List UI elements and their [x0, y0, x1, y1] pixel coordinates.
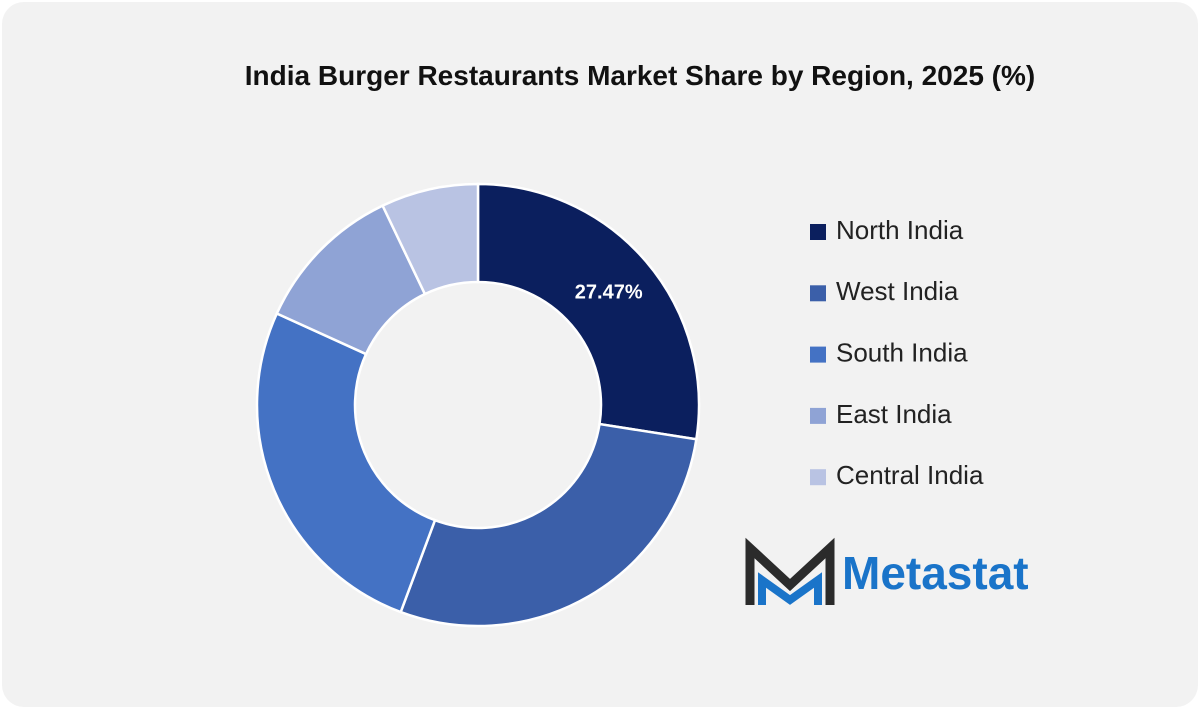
donut-segment — [399, 422, 698, 628]
legend-swatch — [810, 224, 826, 240]
legend-swatch — [810, 285, 826, 302]
logo-text: Metastat — [842, 547, 1029, 599]
logo-icon — [745, 537, 835, 605]
donut-segment — [255, 311, 437, 614]
legend-swatch — [810, 469, 826, 486]
legend-label: North India — [836, 215, 964, 245]
donut-segment — [380, 182, 480, 296]
data-label: 27.47% — [575, 281, 643, 303]
legend-swatch — [810, 346, 826, 363]
legend-label: Central India — [836, 460, 984, 490]
donut-segment — [476, 182, 701, 441]
legend-swatch — [810, 407, 826, 424]
legend-label: East India — [836, 399, 952, 429]
legend-label: South India — [836, 337, 968, 367]
chart-title: India Burger Restaurants Market Share by… — [244, 60, 1036, 91]
legend-label: West India — [836, 276, 959, 306]
